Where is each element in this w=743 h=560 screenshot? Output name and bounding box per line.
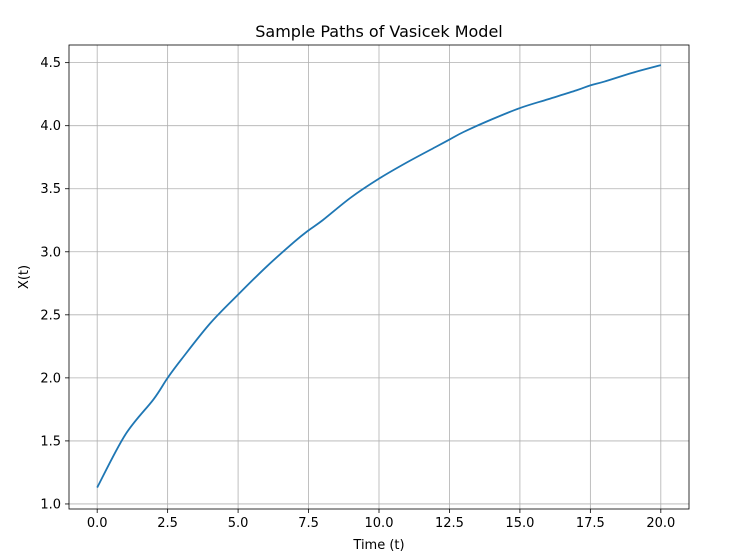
x-tick-label: 20.0 bbox=[646, 516, 675, 531]
y-tick-label: 1.0 bbox=[40, 497, 61, 512]
series-layer bbox=[96, 64, 662, 488]
x-tick-label: 15.0 bbox=[505, 516, 534, 531]
grid-lines bbox=[69, 45, 689, 509]
y-axis-ticks: 1.0 1.5 2.0 2.5 3.0 3.5 4.0 4.5 bbox=[40, 56, 69, 512]
x-axis-ticks: 0.0 2.5 5.0 7.5 10.0 12.5 15.0 17.5 20.0 bbox=[87, 509, 675, 531]
chart-title: Sample Paths of Vasicek Model bbox=[255, 22, 502, 41]
y-tick-label: 2.0 bbox=[40, 371, 61, 386]
y-axis-label: X(t) bbox=[17, 265, 32, 289]
y-tick-label: 4.5 bbox=[40, 56, 61, 71]
y-tick-label: 2.5 bbox=[40, 308, 61, 323]
y-tick-label: 4.0 bbox=[40, 119, 61, 134]
x-tick-label: 10.0 bbox=[365, 516, 394, 531]
y-tick-label: 1.5 bbox=[40, 434, 61, 449]
x-tick-label: 0.0 bbox=[87, 516, 108, 531]
x-tick-label: 2.5 bbox=[157, 516, 178, 531]
x-tick-label: 17.5 bbox=[576, 516, 605, 531]
series-line-0 bbox=[96, 64, 662, 488]
y-tick-label: 3.5 bbox=[40, 182, 61, 197]
x-tick-label: 5.0 bbox=[228, 516, 249, 531]
y-tick-label: 3.0 bbox=[40, 245, 61, 260]
x-tick-label: 12.5 bbox=[435, 516, 464, 531]
x-axis-label: Time (t) bbox=[352, 538, 404, 553]
x-tick-label: 7.5 bbox=[298, 516, 319, 531]
